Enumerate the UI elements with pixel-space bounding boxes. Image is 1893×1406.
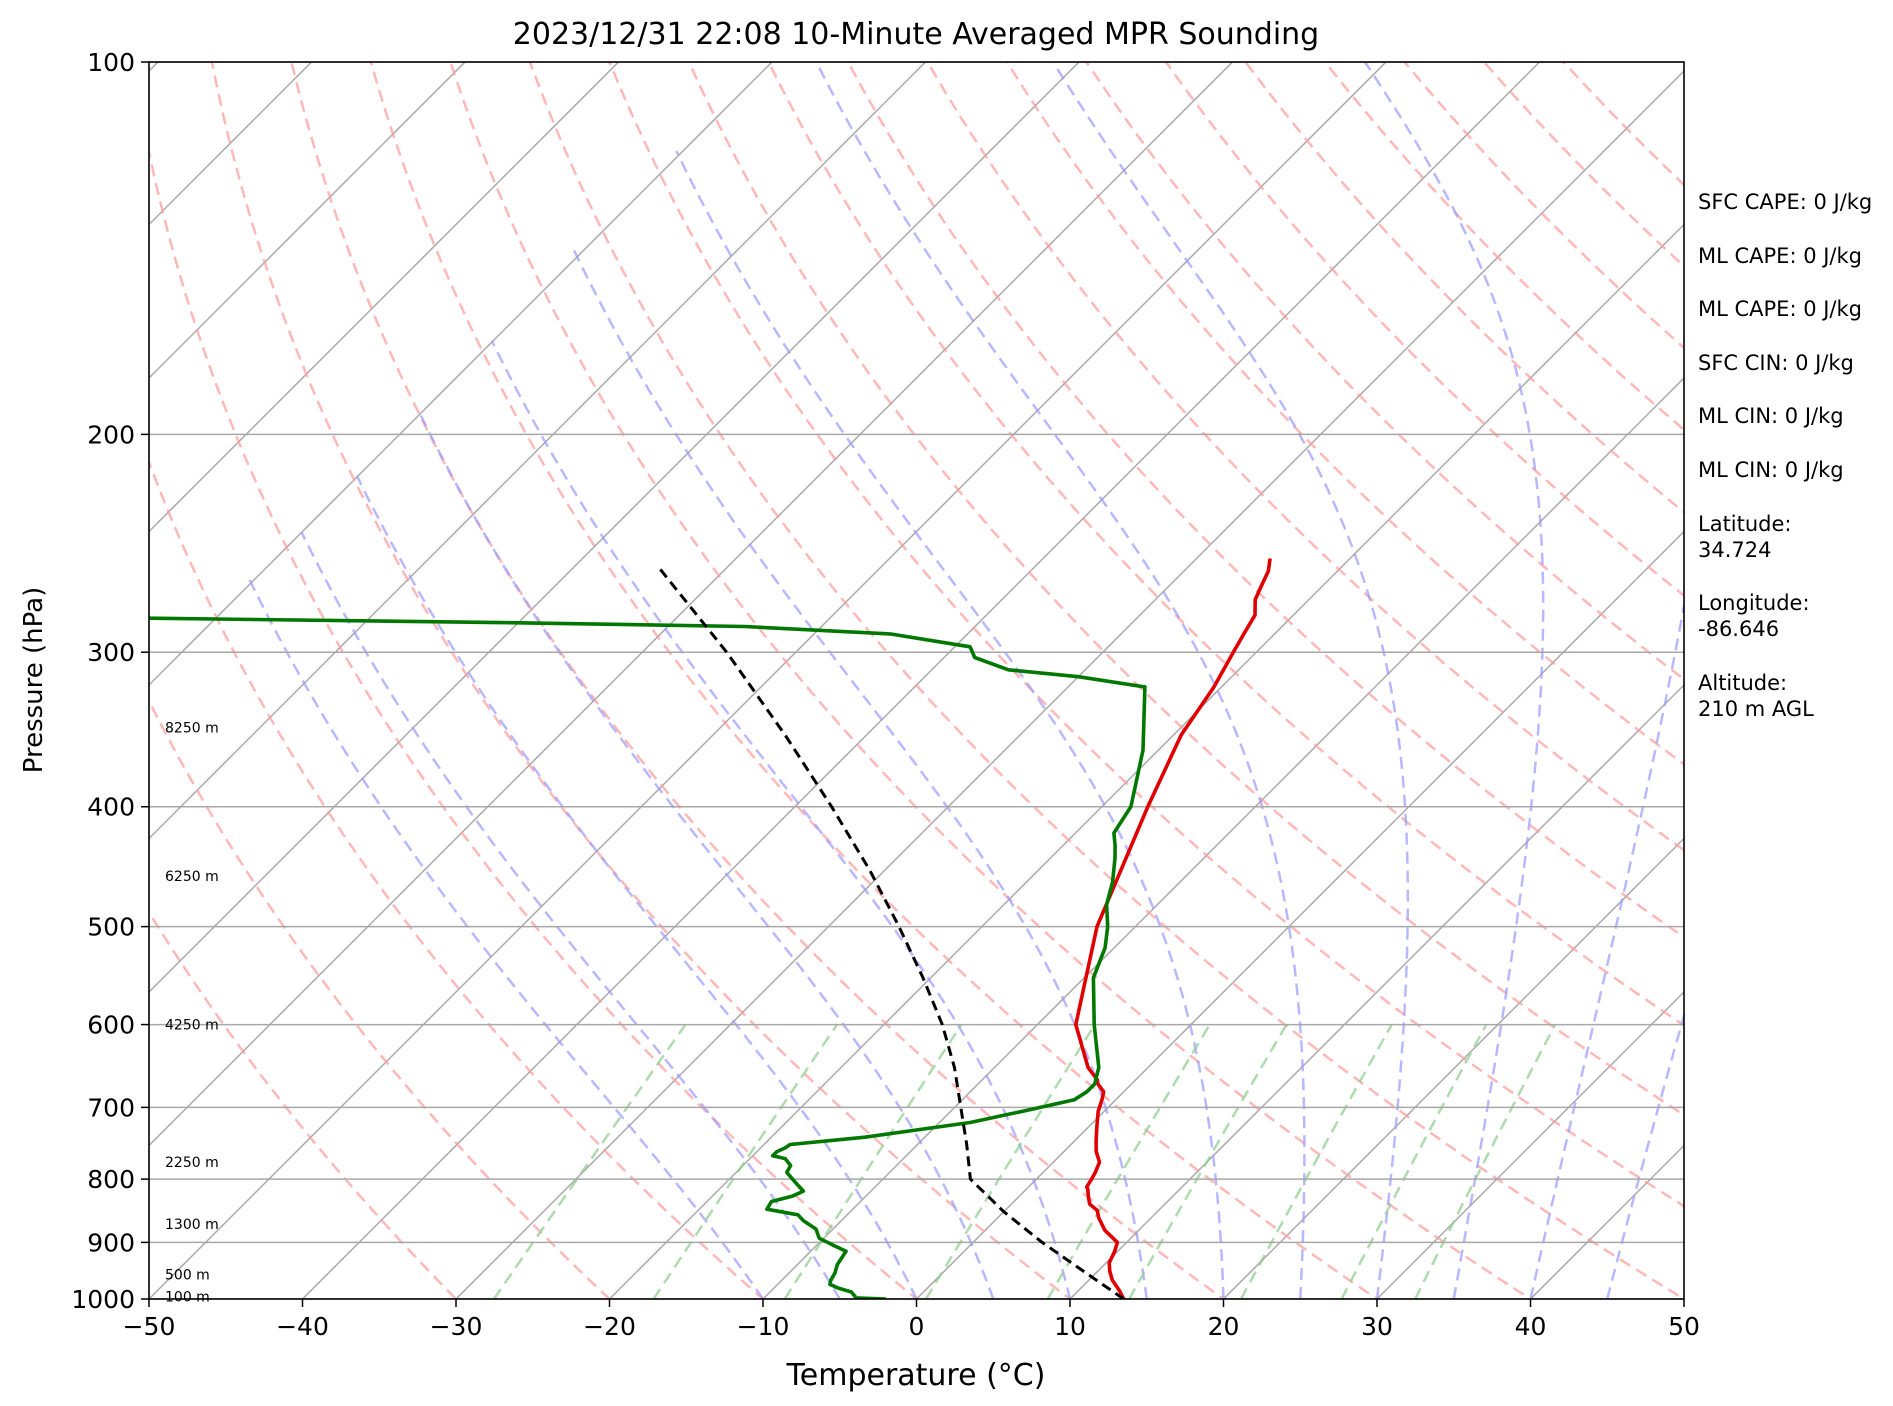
x-tick-label: −50 [123,1312,176,1341]
x-tick-label: −20 [583,1312,636,1341]
dry-adiabat-line [1085,62,1684,681]
dry-adiabat-line [290,62,1226,1299]
stat-sfc-cape: SFC CAPE: 0 J/kg [1698,190,1873,214]
isotherm-line [149,62,1234,1147]
y-tick-label: 300 [87,638,135,667]
isotherm-line [149,62,1081,994]
moist-adiabat-line [300,531,841,1299]
sounding-profiles [149,558,1272,1299]
isotherm-line [149,62,467,380]
height-label: 100 m [165,1289,210,1305]
temperature-profile [1074,558,1272,1299]
dry-adiabat-line [1005,62,1684,766]
stat-sfc-cin: SFC CIN: 0 J/kg [1698,351,1854,375]
dry-adiabat-line [149,698,612,1299]
height-label: 8250 m [165,720,219,736]
dry-adiabat-line [149,146,919,1299]
y-axis-ticks: 1000 900 800 700 600 500 400 300 200 100 [71,48,149,1314]
x-tick-label: −30 [430,1312,483,1341]
height-labels: 8250 m 6250 m 4250 m 2250 m 1300 m 500 m 100 m [165,720,219,1305]
height-label: 1300 m [165,1217,219,1233]
moist-adiabat-line [490,340,1072,1299]
dry-adiabat-line [449,62,1533,1299]
isotherm-line [149,62,774,687]
y-axis-label: Pressure (hPa) [19,587,49,774]
dry-adiabat-line [149,910,458,1299]
moist-adiabat-line [1051,62,1410,1299]
dry-adiabat-line [210,62,1073,1299]
isobar-lines [149,62,1684,1299]
moist-adiabat-line [1529,599,1684,1299]
height-label: 2250 m [165,1155,219,1171]
y-tick-label: 400 [87,793,135,822]
plot-grid [149,62,1684,1299]
height-label: 4250 m [165,1018,219,1034]
dry-adiabat-line [369,62,1380,1299]
mixing-ratio-line [492,1023,687,1299]
stat-ml-cape-2: ML CAPE: 0 J/kg [1698,297,1863,321]
moist-adiabat-line [355,475,918,1299]
y-tick-label: 600 [87,1011,135,1040]
x-tick-label: 10 [1054,1312,1086,1341]
x-tick-label: −40 [276,1312,329,1341]
moist-adiabat-line [1363,62,1545,1299]
height-label: 6250 m [165,869,219,885]
isotherm-line [149,62,1388,1299]
y-tick-label: 900 [87,1228,135,1257]
stat-ml-cin-2: ML CIN: 0 J/kg [1698,458,1844,482]
moist-adiabat-line [248,578,765,1299]
stat-ml-cape: ML CAPE: 0 J/kg [1698,244,1863,268]
isotherm-line [1222,837,1684,1299]
dry-adiabat-line [608,62,1684,1208]
y-tick-label: 100 [87,48,135,77]
dry-adiabat-line [528,62,1684,1299]
stat-longitude: Longitude: -86.646 [1698,591,1810,641]
moist-adiabat-line [572,249,1149,1299]
dewpoint-profile [149,616,1147,1299]
x-axis-label: Temperature (°C) [786,1358,1046,1393]
isotherm-line [1375,990,1684,1299]
dry-adiabat-line [149,458,765,1299]
isotherm-line [1068,683,1684,1299]
isotherm-line [301,62,1541,1299]
stat-latitude: Latitude: 34.724 [1698,512,1792,562]
stat-altitude: Altitude: 210 m AGL [1698,671,1814,721]
x-tick-label: 0 [909,1312,925,1341]
y-tick-label: 200 [87,420,135,449]
isotherm-line [149,62,927,840]
x-axis-ticks: −50 −40 −30 −20 −10 0 10 20 30 40 50 [123,1299,1700,1341]
x-tick-label: 20 [1208,1312,1240,1341]
x-tick-label: 40 [1515,1312,1547,1341]
y-tick-label: 1000 [71,1285,135,1314]
isotherm-line [149,62,620,533]
isotherm-line [454,69,1684,1299]
moist-adiabat-line [814,62,1306,1299]
height-label: 500 m [165,1267,210,1283]
x-tick-label: 50 [1668,1312,1700,1341]
chart-title: 2023/12/31 22:08 10-Minute Averaged MPR … [513,17,1319,52]
isotherm-line [608,223,1684,1299]
stat-ml-cin: ML CIN: 0 J/kg [1698,404,1844,428]
x-tick-label: 30 [1361,1312,1393,1341]
isotherm-line [761,376,1684,1299]
y-tick-label: 700 [87,1093,135,1122]
dry-adiabat-line [687,62,1684,1117]
y-tick-label: 500 [87,913,135,942]
y-tick-label: 800 [87,1165,135,1194]
moist-adiabat-line [418,411,995,1299]
moist-adiabat-line [675,150,1225,1299]
x-tick-label: −10 [737,1312,790,1341]
dry-adiabat-line [767,62,1684,1027]
